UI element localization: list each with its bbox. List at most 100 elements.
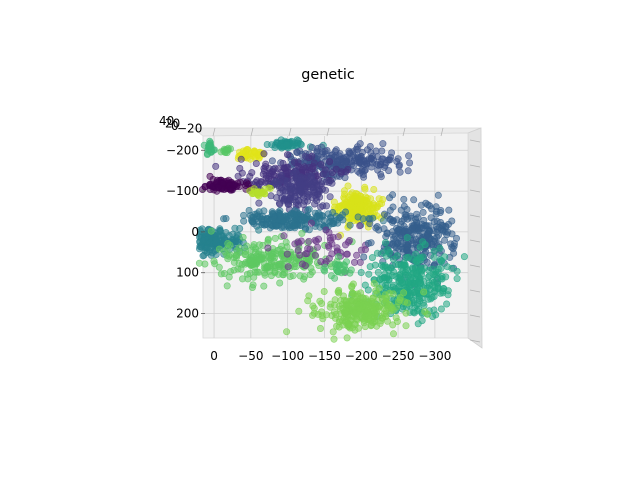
data-point: [298, 260, 306, 268]
data-point: [361, 313, 369, 321]
data-point: [322, 257, 330, 265]
data-point: [386, 216, 394, 224]
data-point: [276, 210, 284, 218]
data-point: [297, 141, 305, 149]
data-point: [260, 164, 268, 172]
data-point: [353, 251, 361, 259]
data-point: [352, 196, 360, 204]
data-point: [241, 260, 249, 268]
data-point: [276, 200, 284, 208]
data-point: [389, 321, 397, 329]
data-point: [434, 231, 442, 239]
data-point: [441, 253, 449, 261]
data-point: [383, 281, 391, 289]
data-point: [210, 257, 218, 265]
data-point: [359, 302, 367, 310]
data-point: [260, 150, 268, 158]
data-point: [403, 299, 411, 307]
data-point: [207, 227, 215, 235]
data-point: [434, 265, 442, 273]
data-point: [402, 213, 410, 221]
data-point: [377, 170, 385, 178]
data-point: [436, 244, 444, 252]
data-point: [444, 228, 452, 236]
data-point: [227, 145, 235, 153]
data-point: [395, 162, 403, 170]
data-point: [373, 249, 381, 257]
data-point: [379, 196, 387, 204]
data-point: [374, 268, 382, 276]
data-point: [283, 151, 291, 159]
data-point: [321, 263, 329, 271]
data-point: [310, 309, 318, 317]
data-point: [402, 254, 410, 262]
x-tick-label: −300: [418, 349, 451, 363]
data-point: [316, 297, 324, 305]
data-point: [212, 162, 220, 170]
data-point: [300, 163, 308, 171]
data-point: [323, 147, 331, 155]
data-point: [421, 308, 429, 316]
data-point: [201, 260, 209, 268]
data-point: [297, 186, 305, 194]
data-point: [426, 227, 434, 235]
pane-edge-ticks: [212, 127, 481, 343]
data-point: [304, 206, 312, 214]
data-point: [430, 253, 438, 261]
data-point: [269, 216, 277, 224]
data-point: [393, 317, 401, 325]
data-point: [358, 202, 366, 210]
data-point: [300, 201, 308, 209]
data-point: [297, 174, 305, 182]
data-point: [277, 171, 285, 179]
z-tick-label: −20: [177, 122, 202, 136]
data-point: [362, 295, 370, 303]
data-point: [263, 141, 271, 149]
data-point: [283, 141, 291, 149]
data-point: [373, 160, 381, 168]
data-point: [220, 215, 228, 223]
data-point: [298, 229, 306, 237]
z-tick-label: 0: [171, 119, 179, 133]
data-point: [328, 311, 336, 319]
data-point: [404, 167, 412, 175]
data-point: [264, 244, 272, 252]
data-point: [403, 206, 411, 214]
data-point: [360, 319, 368, 327]
y-tick-label: 100: [176, 266, 199, 280]
edge-tick: [469, 139, 481, 143]
data-point: [286, 221, 294, 229]
data-point: [411, 288, 419, 296]
data-point: [394, 155, 402, 163]
data-point: [300, 213, 308, 221]
data-point: [325, 243, 333, 251]
data-point: [251, 210, 259, 218]
data-point: [407, 214, 415, 222]
edge-tick: [469, 289, 481, 293]
data-point: [274, 270, 282, 278]
data-point: [322, 170, 330, 178]
data-point: [372, 224, 380, 232]
data-point: [257, 256, 265, 264]
data-point: [212, 237, 220, 245]
data-point: [316, 193, 324, 201]
data-point: [225, 252, 233, 260]
data-point: [239, 275, 247, 283]
data-point: [385, 248, 393, 256]
data-point: [328, 169, 336, 177]
axes-3d: 0 −50 −100 −150 −200 −250 −300 −200−1000100200…: [159, 114, 483, 363]
data-point: [386, 156, 394, 164]
data-point: [360, 173, 368, 181]
data-point: [379, 217, 387, 225]
x-tick-label: −150: [308, 349, 341, 363]
y-tick-labels: −200 −100 0 100 200: [166, 143, 205, 321]
data-point: [250, 241, 258, 249]
data-point: [253, 188, 261, 196]
data-point: [388, 149, 396, 157]
data-point: [386, 302, 394, 310]
data-point: [416, 297, 424, 305]
data-point: [418, 317, 426, 325]
edge-tick: [288, 127, 292, 137]
edge-tick: [212, 127, 216, 137]
